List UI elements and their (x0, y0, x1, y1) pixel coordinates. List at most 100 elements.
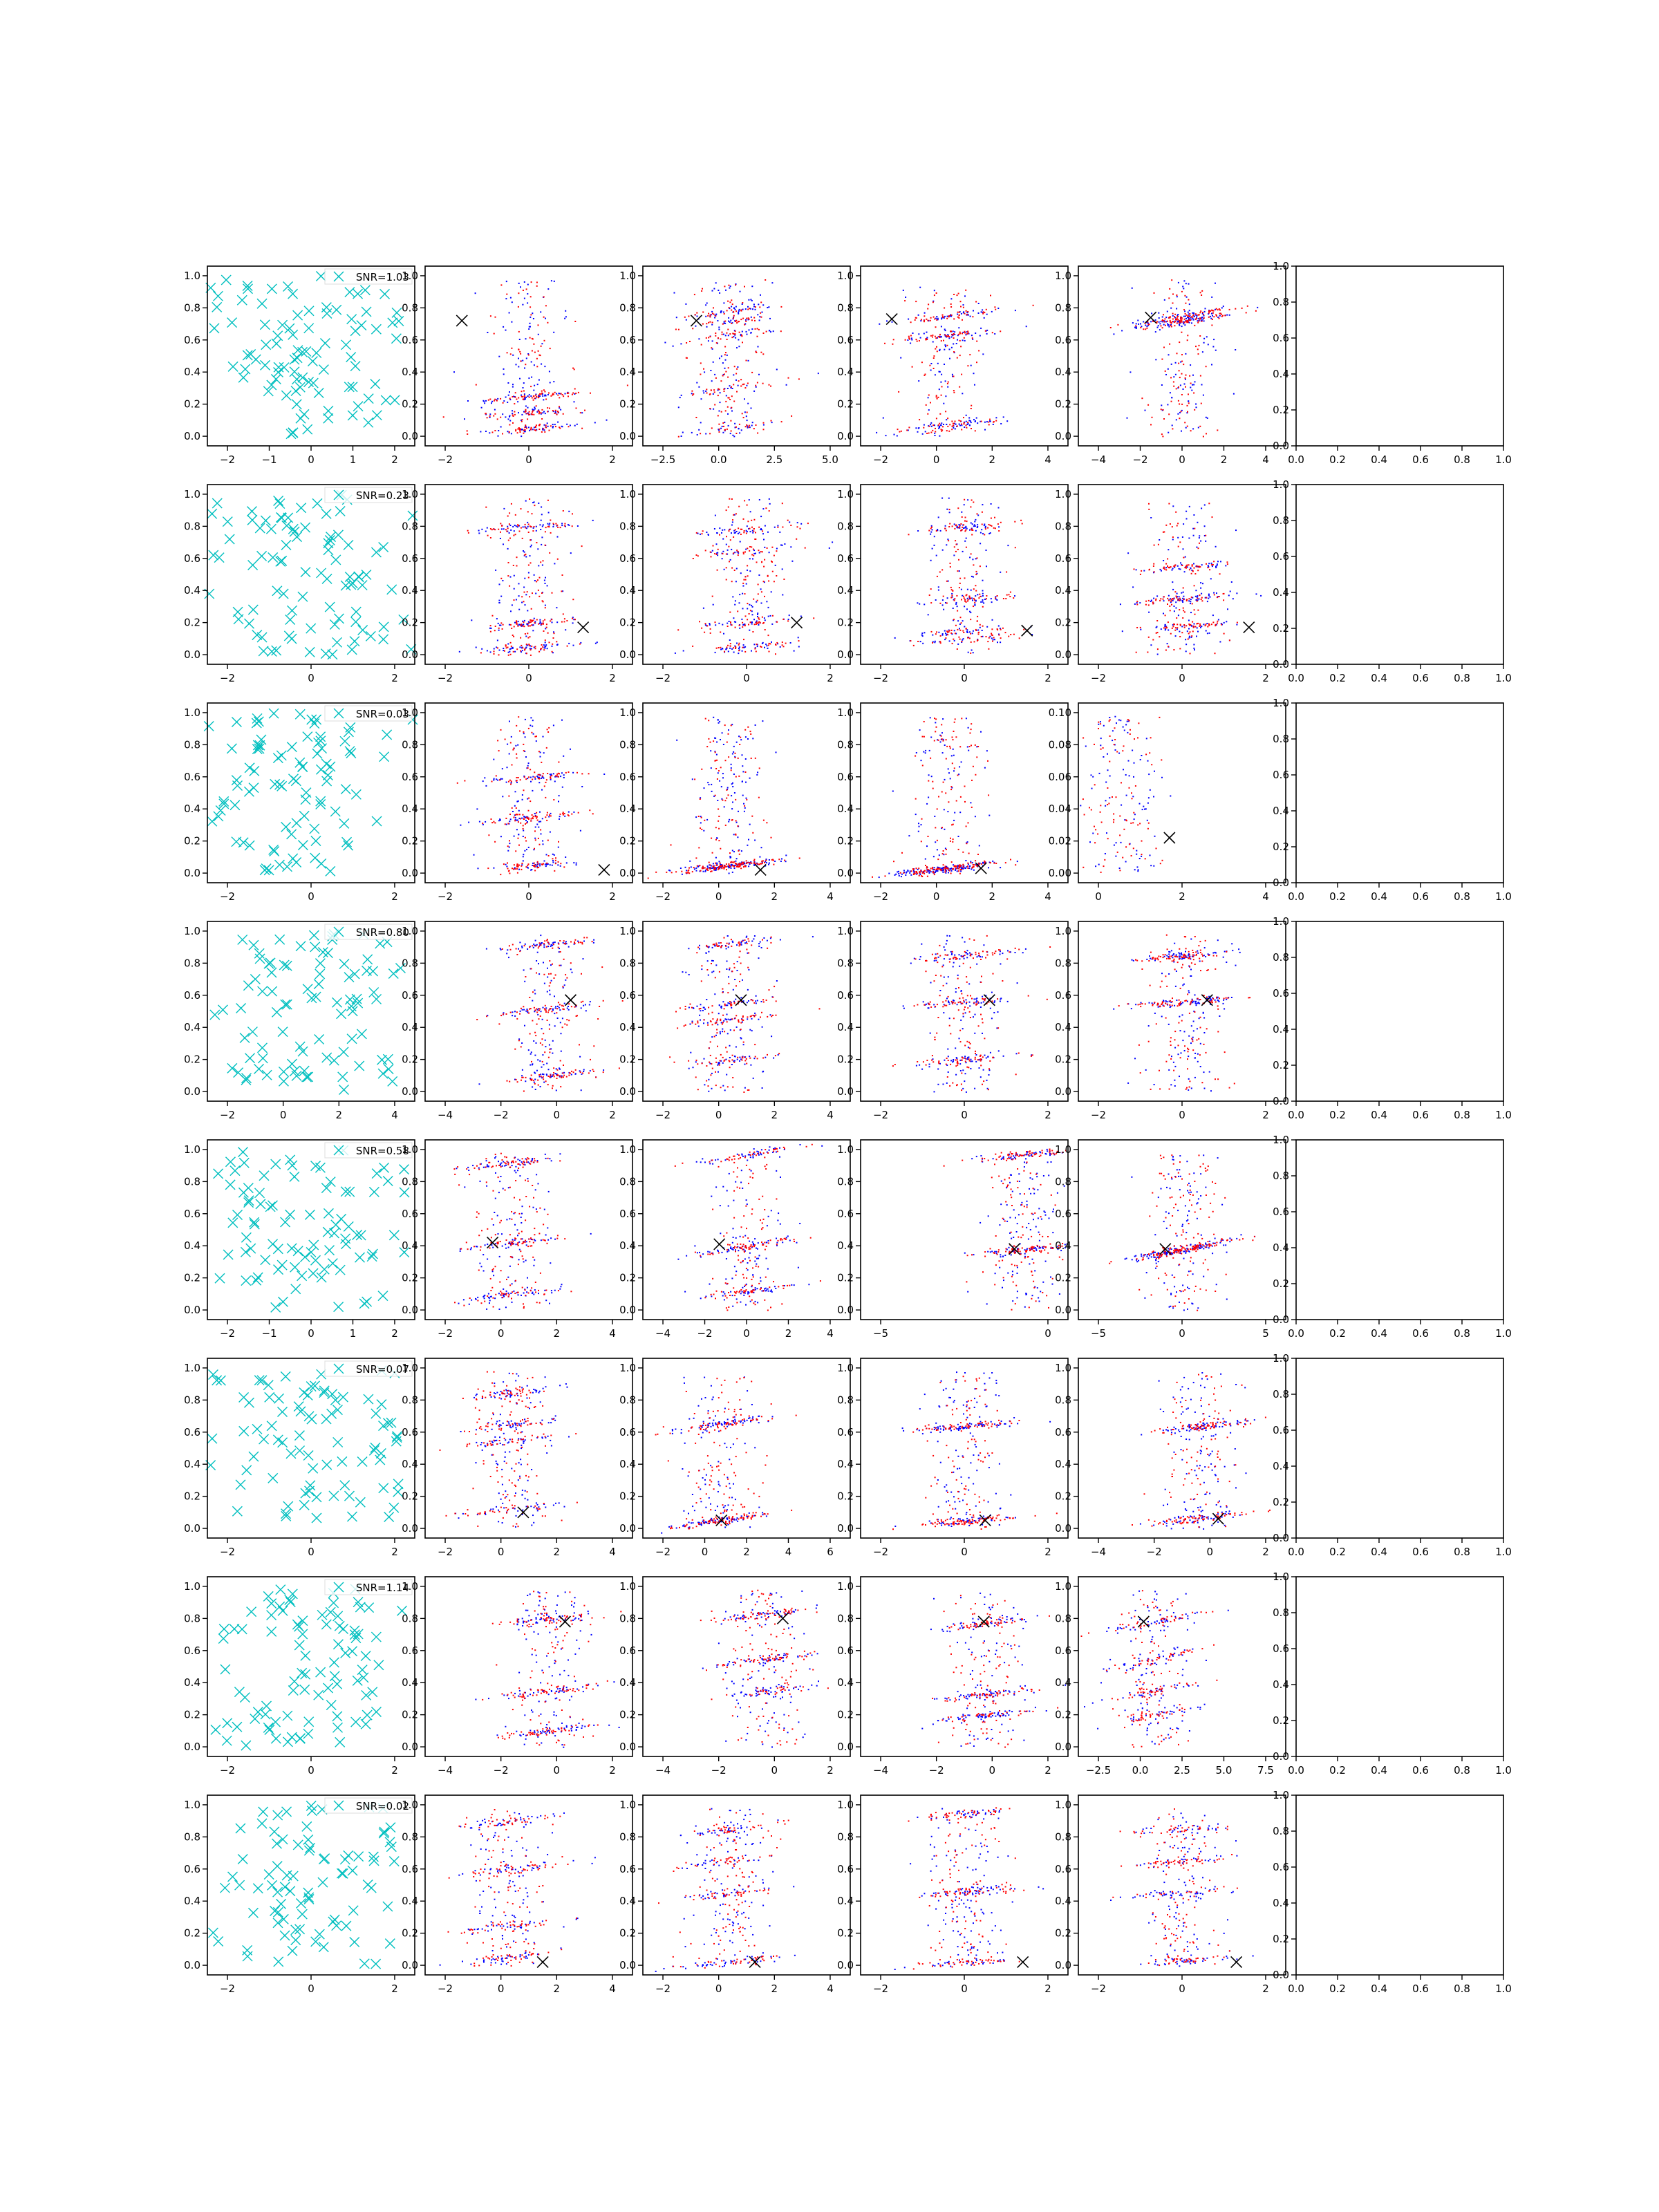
sample-marker (334, 1620, 345, 1631)
x-tick-label: 2 (391, 890, 398, 903)
sample-marker (238, 837, 249, 848)
sample-marker (352, 1229, 363, 1240)
y-tick-label: 1.0 (1055, 488, 1071, 500)
sample-marker (388, 1502, 400, 1513)
y-tick-label: 0.8 (1273, 1170, 1289, 1182)
y-tick-label: 0.0 (1273, 658, 1289, 671)
sample-marker (285, 614, 296, 625)
sample-marker (286, 1058, 297, 1069)
y-tick-label: 0.08 (1049, 738, 1071, 751)
x-tick-label: 0.6 (1412, 1546, 1429, 1558)
x-tick-label: 2 (609, 1764, 616, 1777)
sample-marker (340, 1233, 351, 1244)
sample-marker (273, 495, 284, 506)
sample-marker (254, 743, 265, 754)
sample-marker (349, 1936, 360, 1947)
sample-marker (212, 498, 223, 509)
y-tick-label: 0.8 (837, 520, 854, 532)
x-tick-label: −2 (873, 1983, 888, 1995)
y-tick-label: 0.6 (1055, 1863, 1071, 1875)
sample-marker (254, 953, 265, 964)
axes-frame (1295, 702, 1504, 883)
sample-marker (378, 621, 389, 632)
sample-marker (263, 1869, 274, 1880)
series-red-points (892, 935, 1051, 1091)
sample-marker (355, 1497, 366, 1508)
y-tick-label: 0.4 (619, 584, 636, 597)
subplot-r5-c3: −4 −2 0 2 40.00.20.40.60.81.0 (619, 1139, 851, 1340)
sample-marker (377, 1291, 388, 1302)
x-tick-label: 5.0 (1216, 1764, 1232, 1777)
subplot-r3-c2: −2 0 20.00.20.40.60.81.0 (402, 702, 633, 903)
axes-frame (860, 702, 1069, 883)
y-tick-label: 0.0 (1273, 440, 1289, 452)
sample-marker (252, 1883, 263, 1894)
sample-marker (243, 786, 254, 797)
sample-marker (332, 1711, 343, 1722)
axes-frame (860, 1358, 1069, 1539)
sample-marker (286, 1243, 297, 1254)
x-tick-label: 2 (989, 453, 996, 466)
sample-marker (281, 1510, 292, 1521)
x-tick-label: 2 (609, 672, 616, 684)
sample-marker (306, 714, 317, 725)
sample-marker (303, 1893, 315, 1904)
sample-marker (315, 1667, 326, 1678)
x-tick-label: −2 (711, 1764, 727, 1777)
x-tick-label: 2 (554, 1546, 561, 1558)
sample-marker (269, 846, 280, 857)
sample-marker (288, 853, 299, 864)
y-tick-label: 1.0 (837, 270, 854, 282)
x-tick-label: 2.5 (766, 453, 782, 466)
sample-marker (299, 1252, 310, 1263)
center-marker (1009, 1243, 1021, 1255)
axes-frame (207, 921, 415, 1102)
y-tick-label: 0.6 (184, 1426, 200, 1438)
sample-marker (270, 1302, 281, 1313)
sample-marker (229, 1165, 241, 1177)
sample-marker (347, 382, 358, 393)
sample-marker (371, 1707, 382, 1718)
sample-marker (268, 844, 279, 855)
y-tick-label: 0.4 (1273, 1023, 1289, 1035)
sample-marker (292, 1839, 303, 1850)
sample-marker (291, 1070, 302, 1081)
sample-marker (330, 806, 341, 817)
sample-marker (386, 1417, 397, 1428)
x-tick-label: −2.5 (650, 453, 675, 466)
x-tick-label: 0.0 (711, 453, 727, 466)
axes-frame (642, 1139, 851, 1320)
sample-markers (204, 489, 418, 660)
y-tick-label: 0.6 (184, 771, 200, 783)
subplot-r1-c3: −2.5 0.0 2.5 5.0 0.0 0.2 0.4 0.6 0.8 1.0 (619, 265, 851, 466)
sample-marker (293, 1401, 304, 1412)
series-blue-points (661, 1376, 774, 1534)
subplot-r2-c5: −2 0 2 0.0 0.2 0.4 0.6 0.8 1.0 (1055, 484, 1286, 684)
x-tick-label: 4 (827, 1983, 834, 1995)
axes-frame (860, 1139, 1069, 1320)
sample-marker (238, 372, 249, 383)
center-marker (885, 313, 898, 326)
sample-marker (350, 617, 362, 628)
axes-frame (1295, 265, 1504, 447)
sample-marker (283, 630, 294, 641)
sample-marker (371, 1958, 382, 1969)
sample-marker (297, 1909, 308, 1920)
sample-marker (325, 865, 336, 877)
subplot-r6-c1: SNR=0.07 −2 0 2 0.0 0.2 0.4 0.6 0.8 1.0 (184, 1358, 415, 1558)
sample-marker (231, 716, 242, 727)
series-red-points (439, 1371, 578, 1528)
sample-marker (331, 304, 342, 315)
sample-marker (344, 994, 355, 1005)
sample-marker (348, 1905, 359, 1916)
y-tick-label: 0.8 (619, 1394, 636, 1406)
y-tick-label: 0.4 (402, 803, 418, 815)
y-tick-label: 1.0 (1273, 915, 1289, 928)
sample-marker (308, 1463, 319, 1474)
y-tick-label: 0.4 (837, 1676, 854, 1689)
x-tick-label: 0.6 (1412, 1327, 1429, 1340)
sample-marker (259, 319, 270, 330)
x-tick-label: −2 (220, 1546, 235, 1558)
x-tick-label: 0 (1179, 672, 1185, 684)
sample-markers (203, 708, 418, 877)
